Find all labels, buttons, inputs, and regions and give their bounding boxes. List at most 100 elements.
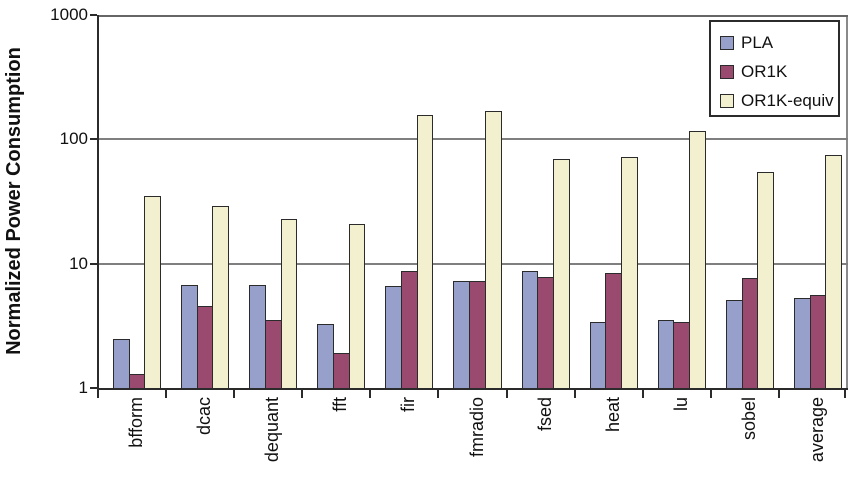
bar-or1k-equiv-fmradio [484, 111, 502, 388]
x-label-slot-average: average [778, 397, 846, 491]
bar-pla-heat [589, 321, 607, 388]
bar-group-fsed [508, 15, 576, 388]
x-tick-mark-4 [369, 390, 371, 398]
x-label-slot-fft: fft [301, 397, 369, 491]
bar-pla-lu [657, 320, 675, 388]
bar-pla-dequant [249, 285, 266, 388]
bar-pla-dcac [181, 284, 198, 388]
plot-right-border [846, 15, 848, 388]
y-tick-label-1000: 1000 [50, 5, 88, 24]
x-tick-mark-0 [97, 390, 99, 398]
bar-or1k-average [809, 295, 827, 388]
bar-pla-fsed [521, 271, 539, 388]
bar-or1k-equiv-sobel [757, 171, 774, 388]
bar-or1k-heat [605, 273, 623, 388]
bar-or1k-equiv-heat [621, 157, 638, 388]
legend-label-or1k-equiv: OR1K-equiv [741, 90, 834, 110]
bar-group-dequant [235, 15, 303, 388]
x-axis-label-fft: fft [330, 397, 351, 412]
y-tick-label-1: 1 [78, 378, 88, 397]
bar-or1k-fir [401, 271, 418, 388]
bar-group-fir [371, 15, 439, 388]
bar-or1k-fsed [537, 277, 554, 388]
bar-group-dcac [167, 15, 235, 388]
x-axis-label-bfform: bfform [126, 397, 147, 448]
bar-or1k-lu [673, 321, 691, 388]
gridline-1000 [99, 15, 848, 17]
gridline-10 [99, 262, 848, 265]
bar-or1k-fft [332, 353, 350, 388]
y-axis-title: Normalized Power Consumption [3, 47, 25, 355]
bar-group-heat [576, 15, 644, 388]
x-tick-mark-8 [642, 390, 644, 398]
bar-group-bfform [99, 15, 167, 388]
bar-groups [99, 15, 848, 388]
legend-item-pla: PLA [720, 28, 838, 57]
bar-group-average [780, 15, 848, 388]
x-tick-mark-3 [301, 390, 303, 398]
x-axis-label-fmradio: fmradio [466, 397, 487, 458]
y-tick-label-100: 100 [59, 129, 88, 149]
y-tick-mark-1000 [90, 14, 97, 16]
bar-pla-fmradio [453, 280, 471, 388]
bar-or1k-equiv-fft [348, 223, 366, 388]
bar-group-fmradio [439, 15, 507, 388]
x-axis-labels: bfform dcac dequant fft fir fmradio fsed heat lu… [97, 397, 846, 491]
bar-group-fft [303, 15, 371, 388]
bar-or1k-dequant [264, 320, 282, 388]
x-label-slot-heat: heat [574, 397, 642, 491]
x-axis-label-fsed: fsed [534, 397, 555, 432]
x-axis-label-dequant: dequant [262, 397, 283, 463]
x-tick-mark-6 [506, 390, 508, 398]
bar-or1k-equiv-bfform [144, 196, 162, 388]
legend-item-or1k-equiv: OR1K-equiv [720, 86, 838, 115]
bar-pla-sobel [725, 300, 743, 388]
bar-group-sobel [712, 15, 780, 388]
legend-label-pla: PLA [741, 32, 774, 52]
legend-swatch-or1k-equiv [720, 93, 734, 108]
x-label-slot-dequant: dequant [233, 397, 301, 491]
bar-or1k-equiv-fsed [552, 158, 570, 388]
y-tick-mark-100 [90, 138, 97, 141]
bar-or1k-equiv-dequant [280, 218, 298, 388]
legend: PLA OR1K OR1K-equiv [709, 20, 840, 117]
legend-swatch-or1k [720, 64, 734, 79]
x-label-slot-fir: fir [369, 397, 437, 491]
x-tick-mark-5 [437, 390, 439, 398]
x-label-slot-fsed: fsed [506, 397, 574, 491]
x-axis-label-lu: lu [670, 397, 691, 412]
x-axis-label-fir: fir [398, 397, 419, 412]
x-tick-mark-7 [574, 390, 576, 398]
x-tick-mark-9 [710, 390, 712, 398]
x-axis-label-average: average [806, 397, 827, 463]
bar-or1k-equiv-average [825, 154, 842, 388]
x-label-slot-bfform: bfform [97, 397, 165, 491]
bar-group-lu [644, 15, 712, 388]
x-label-slot-dcac: dcac [165, 397, 233, 491]
y-tick-label-10: 10 [69, 253, 88, 273]
x-label-slot-sobel: sobel [710, 397, 778, 491]
legend-label-or1k: OR1K [741, 61, 788, 81]
y-tick-mark-1 [90, 387, 97, 389]
x-label-slot-fmradio: fmradio [437, 397, 505, 491]
x-tick-mark-11 [844, 390, 846, 398]
bar-or1k-dcac [196, 305, 214, 388]
x-tick-mark-1 [165, 390, 167, 398]
bar-pla-bfform [113, 338, 130, 388]
x-label-slot-lu: lu [642, 397, 710, 491]
x-tick-mark-2 [233, 390, 235, 398]
bar-or1k-sobel [741, 277, 759, 388]
x-axis-label-sobel: sobel [738, 397, 759, 441]
gridline-100 [99, 138, 848, 141]
legend-swatch-pla [720, 35, 734, 50]
bar-pla-fir [385, 286, 403, 388]
x-axis-ticks [97, 390, 846, 398]
x-axis-label-dcac: dcac [194, 397, 215, 436]
x-tick-mark-10 [778, 390, 780, 398]
bar-or1k-equiv-dcac [212, 206, 230, 388]
bar-pla-average [793, 297, 811, 388]
bar-or1k-equiv-fir [416, 114, 434, 388]
bar-pla-fft [317, 323, 334, 388]
bar-or1k-fmradio [469, 281, 486, 388]
bar-or1k-equiv-lu [689, 130, 706, 388]
